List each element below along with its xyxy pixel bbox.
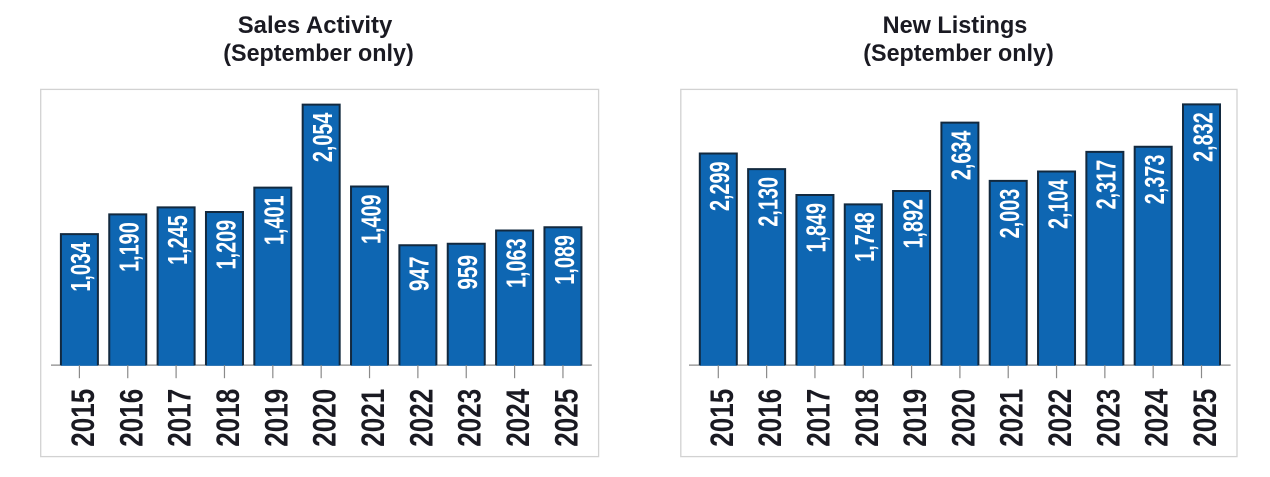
svg-text:2024: 2024	[500, 389, 536, 447]
svg-text:1,849: 1,849	[801, 203, 832, 253]
svg-text:1,209: 1,209	[210, 220, 241, 270]
svg-text:2024: 2024	[1139, 389, 1175, 447]
svg-text:2025: 2025	[548, 389, 584, 447]
svg-text:(September only): (September only)	[863, 40, 1054, 67]
svg-text:2018: 2018	[849, 389, 885, 447]
svg-text:2017: 2017	[162, 389, 198, 447]
svg-text:2017: 2017	[800, 389, 836, 447]
svg-text:2023: 2023	[452, 389, 488, 447]
svg-text:1,089: 1,089	[549, 235, 580, 285]
svg-text:2,130: 2,130	[752, 177, 783, 227]
svg-text:1,190: 1,190	[114, 222, 145, 272]
svg-text:947: 947	[404, 257, 435, 292]
svg-text:2018: 2018	[210, 389, 246, 447]
svg-text:2019: 2019	[897, 389, 933, 447]
svg-text:1,892: 1,892	[897, 199, 928, 249]
svg-text:2020: 2020	[307, 389, 343, 447]
svg-text:2019: 2019	[258, 389, 294, 447]
svg-text:2,003: 2,003	[994, 189, 1025, 239]
svg-text:2025: 2025	[1187, 389, 1223, 447]
svg-text:2015: 2015	[65, 389, 101, 447]
svg-text:1,245: 1,245	[162, 215, 193, 265]
svg-text:2015: 2015	[704, 389, 740, 447]
svg-text:2023: 2023	[1090, 389, 1126, 447]
svg-text:2016: 2016	[752, 389, 788, 447]
svg-text:2,299: 2,299	[704, 161, 735, 211]
svg-text:2,634: 2,634	[946, 130, 977, 180]
svg-text:New Listings: New Listings	[883, 12, 1028, 39]
svg-text:2,317: 2,317	[1091, 160, 1122, 210]
svg-text:1,063: 1,063	[500, 238, 531, 288]
svg-text:Sales Activity: Sales Activity	[238, 12, 393, 39]
svg-text:1,748: 1,748	[849, 212, 880, 262]
svg-text:2016: 2016	[113, 389, 149, 447]
svg-text:1,409: 1,409	[355, 194, 386, 244]
svg-text:2,373: 2,373	[1139, 155, 1170, 205]
svg-text:(September only): (September only)	[223, 40, 414, 67]
svg-text:2021: 2021	[994, 389, 1030, 447]
svg-text:2022: 2022	[1042, 389, 1078, 447]
svg-text:2021: 2021	[355, 389, 391, 447]
svg-text:2,832: 2,832	[1187, 112, 1218, 162]
svg-text:2022: 2022	[403, 389, 439, 447]
svg-text:1,034: 1,034	[65, 242, 96, 292]
svg-text:959: 959	[452, 255, 483, 290]
svg-text:1,401: 1,401	[259, 195, 290, 245]
svg-text:2,054: 2,054	[307, 112, 338, 162]
svg-text:2,104: 2,104	[1042, 179, 1073, 229]
svg-text:2020: 2020	[945, 389, 981, 447]
